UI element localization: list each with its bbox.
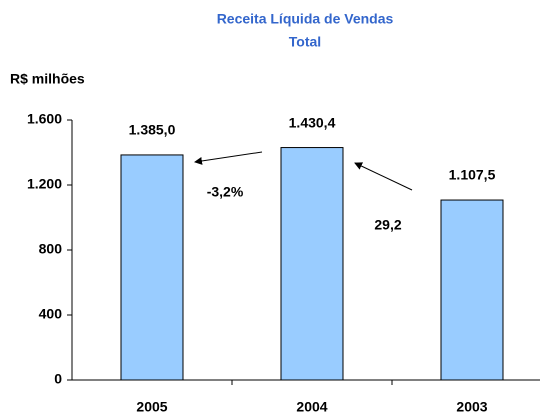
x-tick-label: 2003 — [456, 399, 487, 415]
y-tick-label: 800 — [39, 241, 63, 257]
y-tick-label: 400 — [39, 306, 63, 322]
y-axis-label: R$ milhões — [10, 71, 85, 87]
value-label: 1.107,5 — [449, 167, 496, 183]
arrow — [354, 162, 413, 191]
value-label: 1.430,4 — [289, 114, 336, 130]
chart-title: Receita Líquida de Vendas — [217, 11, 394, 27]
value-label: 1.385,0 — [129, 122, 176, 138]
bar — [120, 154, 184, 381]
y-tick-label: 1.600 — [27, 111, 62, 127]
x-tick-label: 2005 — [136, 399, 167, 415]
bar — [280, 147, 344, 381]
y-tick-label: 0 — [54, 371, 62, 387]
arrow — [194, 151, 263, 165]
annotation: 29,2 — [374, 217, 401, 233]
chart-subtitle: Total — [289, 34, 321, 50]
bar — [440, 199, 504, 381]
x-tick-label: 2004 — [296, 399, 327, 415]
annotation: -3,2% — [207, 184, 244, 200]
y-tick-label: 1.200 — [27, 176, 62, 192]
